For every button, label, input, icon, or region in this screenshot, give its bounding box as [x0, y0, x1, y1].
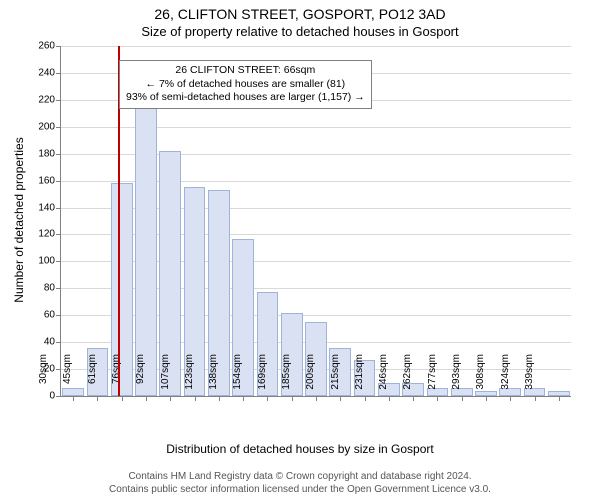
- x-tick-label: 231sqm: [354, 354, 365, 400]
- y-tick-label: 180: [25, 148, 55, 159]
- y-tick-label: 220: [25, 94, 55, 105]
- gridline: [61, 46, 571, 47]
- chart-title-line2: Size of property relative to detached ho…: [0, 24, 600, 39]
- x-tick-label: 123sqm: [184, 354, 195, 400]
- y-tick-label: 240: [25, 67, 55, 78]
- y-tick-label: 160: [25, 175, 55, 186]
- plot-area: 02040608010012014016018020022024026030sq…: [60, 46, 571, 397]
- x-tick-label: 138sqm: [208, 354, 219, 400]
- x-axis-label: Distribution of detached houses by size …: [0, 442, 600, 456]
- y-tick-label: 40: [25, 337, 55, 348]
- x-tick-label: 277sqm: [427, 354, 438, 400]
- x-tick-label: 154sqm: [232, 354, 243, 400]
- y-tick-label: 120: [25, 229, 55, 240]
- footnote-line1: Contains HM Land Registry data © Crown c…: [128, 471, 471, 482]
- footnote-line2: Contains public sector information licen…: [109, 484, 491, 495]
- x-tick-label: 200sqm: [305, 354, 316, 400]
- x-tick-label: 185sqm: [281, 354, 292, 400]
- y-tick-label: 200: [25, 121, 55, 132]
- x-tick-label: 262sqm: [402, 354, 413, 400]
- x-tick-label: 45sqm: [62, 354, 73, 400]
- x-tick-label: 339sqm: [524, 354, 535, 400]
- x-tick-label: 293sqm: [451, 354, 462, 400]
- x-tick-label: 324sqm: [500, 354, 511, 400]
- x-tick-label: 246sqm: [378, 354, 389, 400]
- x-tick-label: 308sqm: [475, 354, 486, 400]
- y-tick-label: 100: [25, 256, 55, 267]
- y-tick-label: 80: [25, 283, 55, 294]
- y-tick-label: 60: [25, 310, 55, 321]
- annotation-line2: ← 7% of detached houses are smaller (81): [126, 78, 365, 92]
- x-tick-label: 92sqm: [135, 354, 146, 400]
- chart-title-line1: 26, CLIFTON STREET, GOSPORT, PO12 3AD: [0, 6, 600, 22]
- x-tick-label: 107sqm: [160, 354, 171, 400]
- x-tick-label: 76sqm: [111, 354, 122, 400]
- x-tick-label: 169sqm: [257, 354, 268, 400]
- bar: [135, 103, 157, 396]
- chart-container: 26, CLIFTON STREET, GOSPORT, PO12 3AD Si…: [0, 0, 600, 500]
- annotation-line1: 26 CLIFTON STREET: 66sqm: [126, 64, 365, 78]
- annotation-box: 26 CLIFTON STREET: 66sqm ← 7% of detache…: [119, 60, 372, 109]
- x-tick-label: 61sqm: [87, 354, 98, 400]
- x-tick-label: 215sqm: [330, 354, 341, 400]
- footnote: Contains HM Land Registry data © Crown c…: [0, 471, 600, 496]
- y-tick-label: 140: [25, 202, 55, 213]
- y-axis-label: Number of detached properties: [12, 90, 26, 350]
- y-tick-label: 260: [25, 41, 55, 52]
- x-tick-label: 30sqm: [38, 354, 49, 400]
- annotation-line3: 93% of semi-detached houses are larger (…: [126, 91, 365, 105]
